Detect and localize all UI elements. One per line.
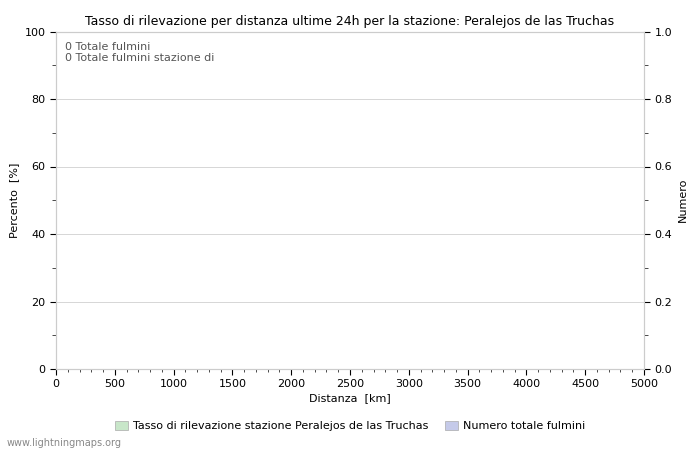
X-axis label: Distanza  [km]: Distanza [km] — [309, 394, 391, 404]
Y-axis label: Percento  [%]: Percento [%] — [9, 162, 19, 238]
Legend: Tasso di rilevazione stazione Peralejos de las Truchas, Numero totale fulmini: Tasso di rilevazione stazione Peralejos … — [111, 416, 589, 436]
Title: Tasso di rilevazione per distanza ultime 24h per la stazione: Peralejos de las T: Tasso di rilevazione per distanza ultime… — [85, 14, 615, 27]
Text: www.lightningmaps.org: www.lightningmaps.org — [7, 438, 122, 448]
Text: 0 Totale fulmini
0 Totale fulmini stazione di: 0 Totale fulmini 0 Totale fulmini stazio… — [65, 42, 214, 63]
Y-axis label: Numero: Numero — [678, 178, 687, 222]
